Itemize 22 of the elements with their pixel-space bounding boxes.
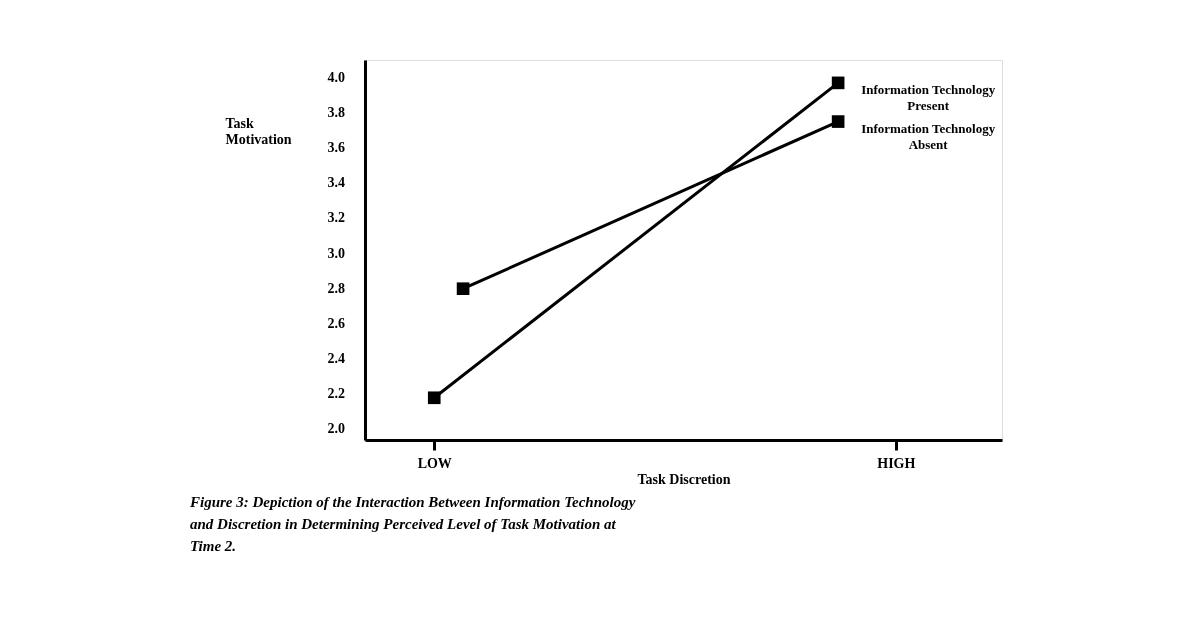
y-tick-label: 2.8	[327, 280, 345, 296]
point	[427, 391, 441, 405]
caption: Figure 3: Depiction of the Interaction Between Information Technology and Discretion in Determining Perceived Level of Task Motivation at Time 2.	[189, 494, 636, 554]
y-tick-label: 3.2	[327, 210, 345, 226]
x-tick-label: HIGH	[877, 455, 916, 471]
y-tick-label: 3.6	[327, 139, 345, 155]
y-tick-label: 2.4	[327, 351, 345, 367]
point	[831, 76, 845, 90]
series-label: Information Technology Absent	[861, 120, 996, 152]
point	[831, 115, 845, 128]
x-tick-label: LOW	[417, 455, 452, 471]
y-axis-title: Task Motivation	[225, 115, 292, 147]
point	[456, 282, 470, 296]
series-label: Information Technology Present	[861, 81, 996, 113]
y-tick-label: 4.0	[327, 69, 345, 85]
y-tick-label: 2.0	[327, 421, 345, 437]
y-tick-label: 2.2	[327, 386, 345, 402]
y-tick-label: 3.8	[327, 104, 345, 120]
x-axis-title: Task Discretion	[637, 471, 731, 487]
y-tick-label: 2.6	[327, 315, 345, 331]
y-tick-label: 3.0	[327, 245, 345, 261]
y-tick-label: 3.4	[327, 175, 345, 191]
